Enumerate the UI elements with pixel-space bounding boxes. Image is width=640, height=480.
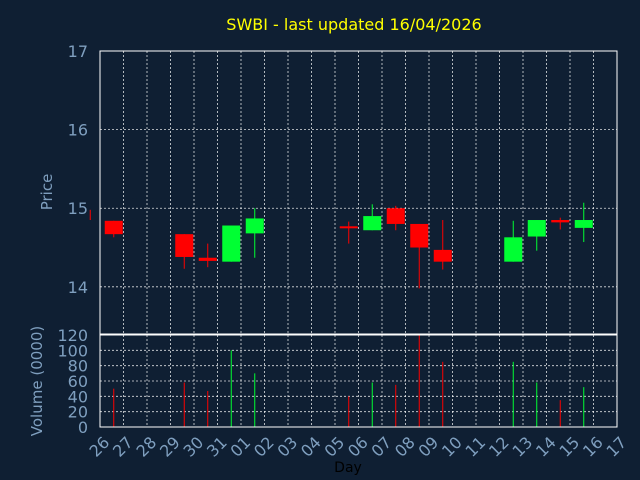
candle [433, 220, 452, 270]
price-tick-label: 14 [68, 278, 88, 297]
price-tick-label: 15 [68, 199, 88, 218]
candle-body [104, 220, 123, 235]
volume-tick-label: 60 [68, 372, 88, 391]
candle-body [339, 226, 358, 229]
candle [410, 223, 429, 289]
candle [551, 217, 570, 230]
price-frame [99, 50, 618, 335]
volume-panel: 0204060801001202627282930310102030405060… [57, 326, 630, 461]
volume-frame [99, 334, 618, 428]
candle-body [410, 223, 429, 248]
candle-body [198, 257, 217, 261]
price-axis-label: Price [38, 174, 56, 211]
day-tick-label: 17 [602, 433, 630, 461]
candle [574, 202, 593, 243]
candle [198, 243, 217, 268]
volume-tick-label: 0 [78, 418, 88, 437]
price-panel: 14 15 16 17 [68, 42, 618, 335]
candle-body [386, 208, 405, 224]
x-axis-label: Day [334, 460, 362, 476]
volume-tick-label: 40 [68, 387, 88, 406]
candle-body [175, 234, 194, 257]
candle [339, 221, 358, 244]
volume-tick-label: 80 [68, 357, 88, 376]
candle [104, 220, 123, 238]
candle-body [222, 225, 241, 262]
candle [222, 225, 241, 262]
candle [363, 204, 382, 231]
volume-tick-label: 20 [68, 403, 88, 422]
candle-body [245, 218, 264, 234]
volume-tick-label: 120 [57, 326, 88, 345]
candle-body [363, 216, 382, 231]
candle [527, 220, 546, 251]
chart-title: SWBI - last updated 16/04/2026 [226, 15, 481, 34]
candle-body [527, 220, 546, 237]
candle-body [551, 220, 570, 223]
candle-body [433, 249, 452, 262]
candle [175, 234, 194, 269]
volume-tick-label: 100 [57, 341, 88, 360]
candle [386, 205, 405, 231]
candle-body [504, 237, 523, 262]
candle [504, 220, 523, 262]
volume-axis-label: Volume (0000) [28, 326, 46, 436]
candle [245, 208, 264, 258]
price-tick-label: 16 [68, 121, 88, 140]
price-tick-label: 17 [68, 42, 88, 61]
candle-body [574, 220, 593, 228]
